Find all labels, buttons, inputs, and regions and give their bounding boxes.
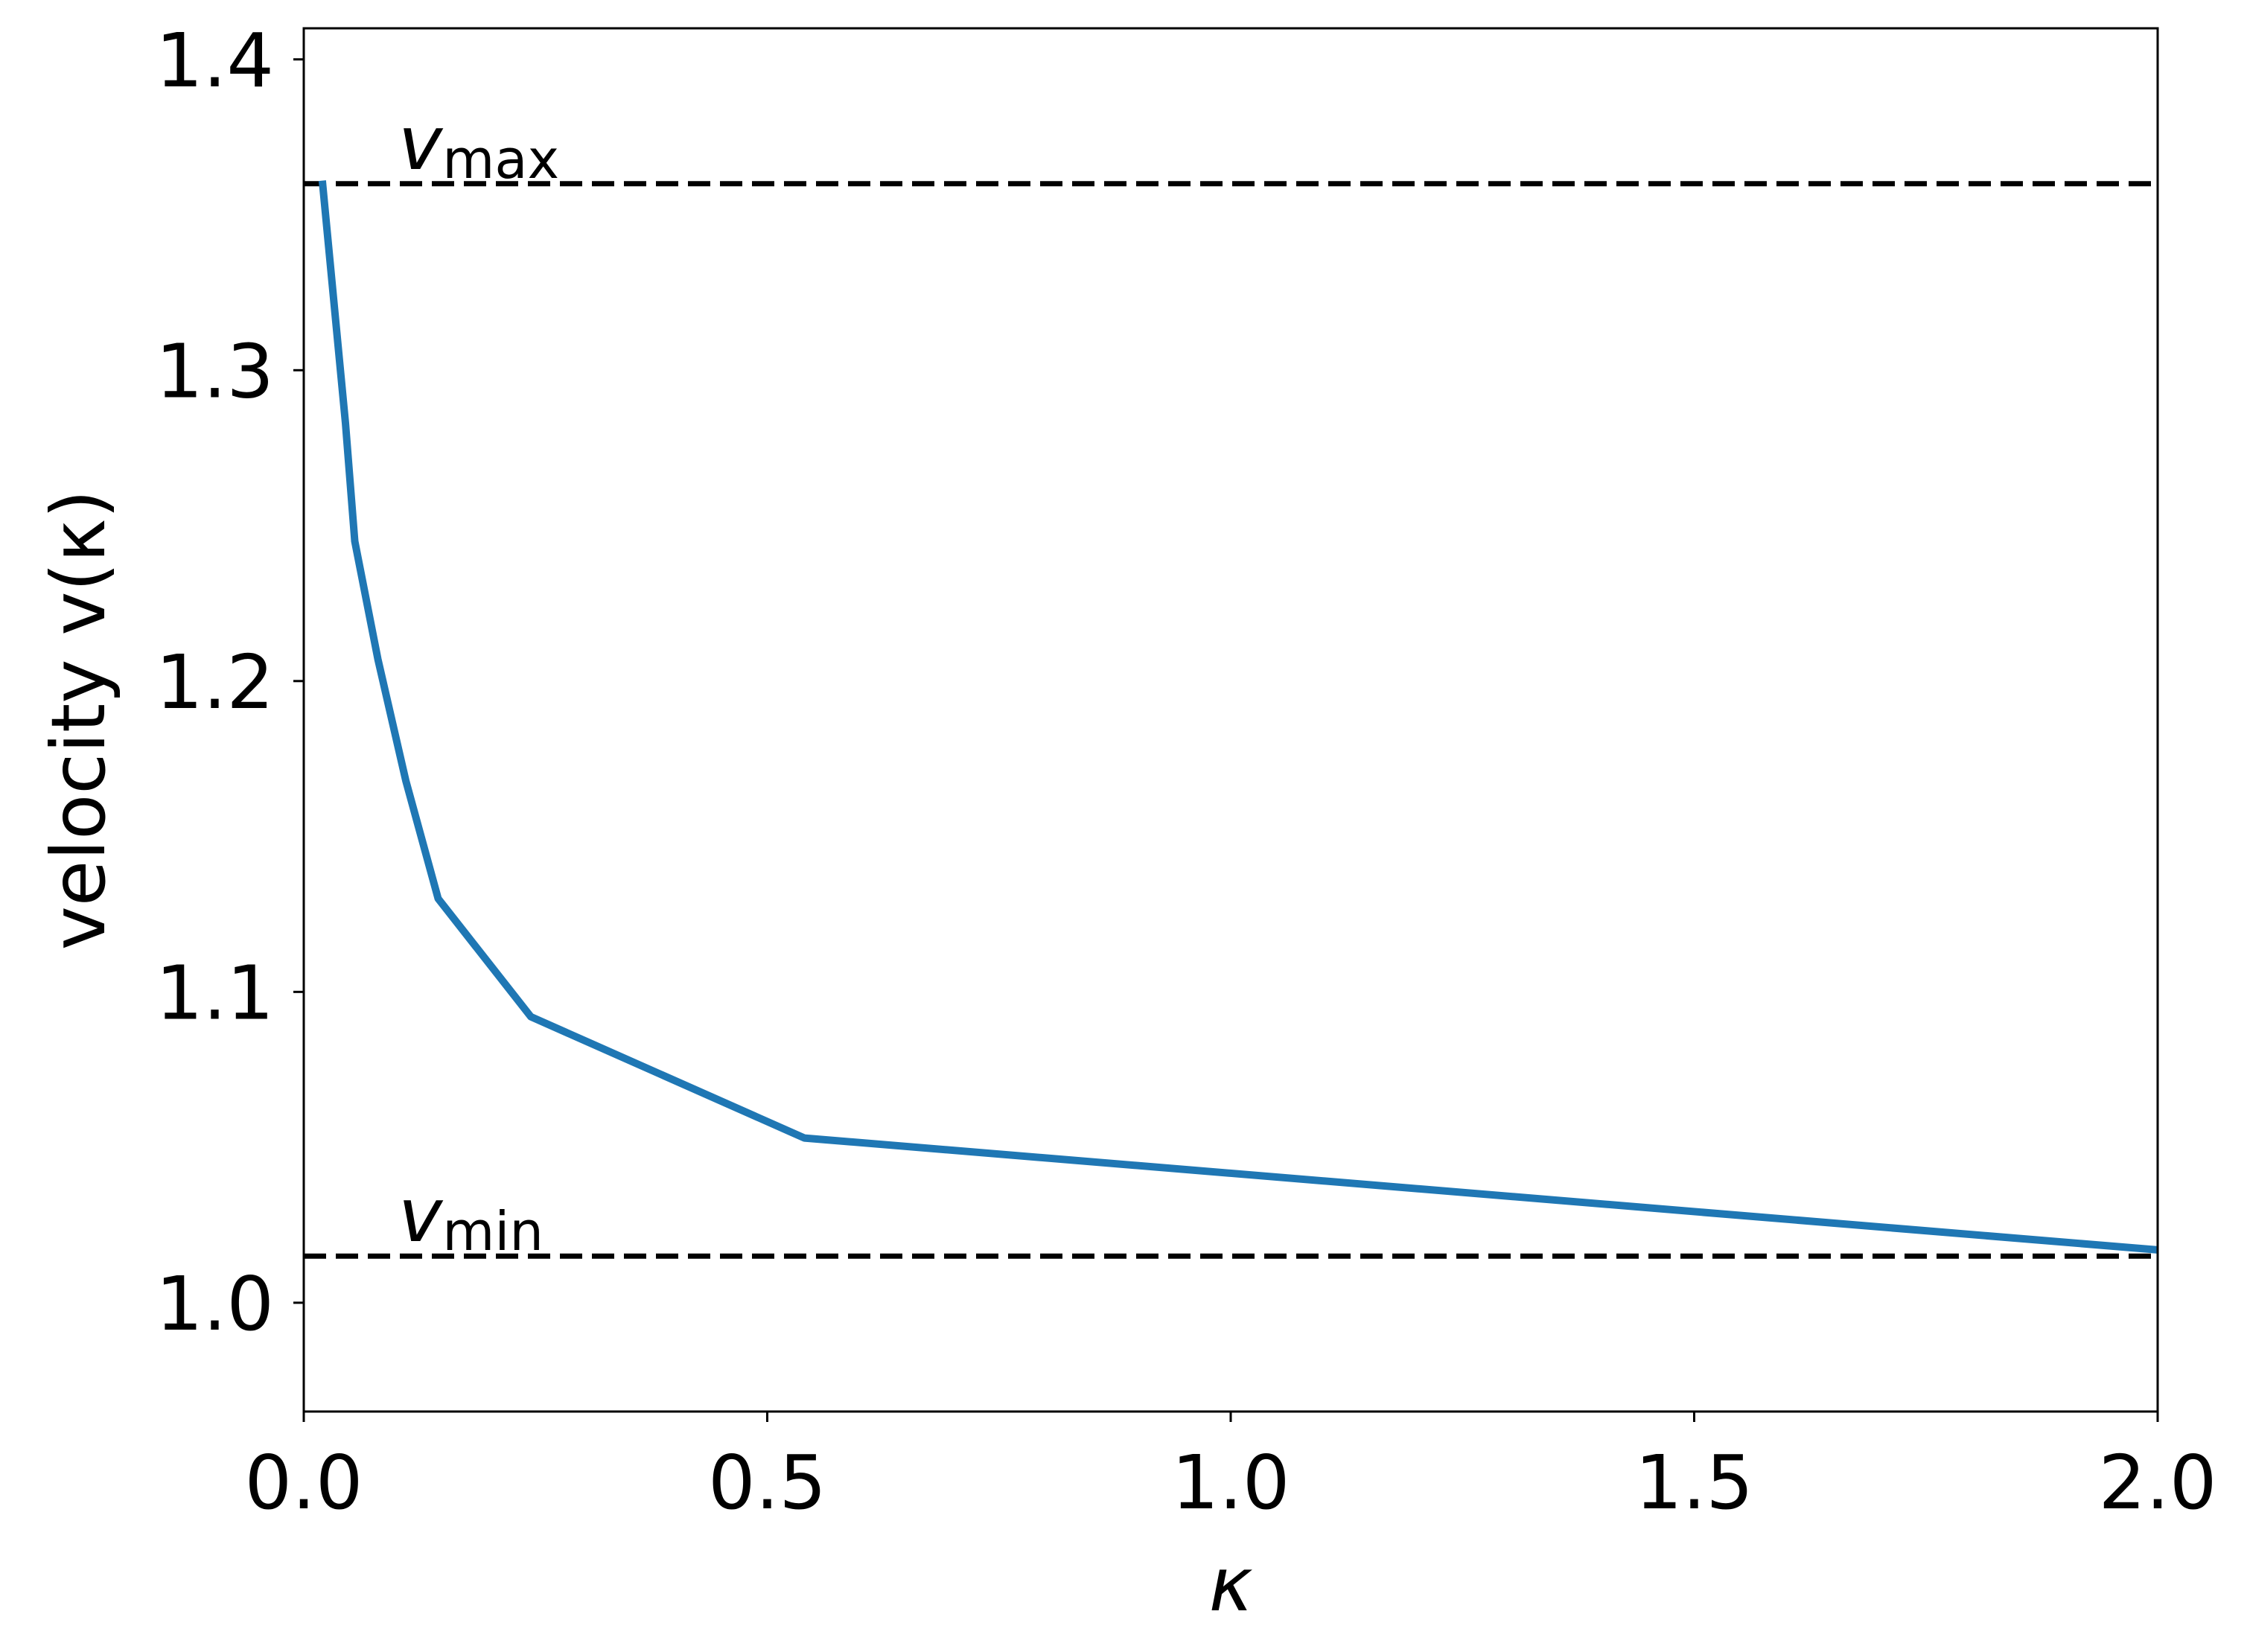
series-line-0 bbox=[318, 180, 2158, 1254]
x-tick-label: 2.0 bbox=[2098, 1439, 2216, 1526]
x-tick-label: 0.5 bbox=[708, 1439, 826, 1526]
x-axis-label: κ bbox=[1209, 1541, 1253, 1628]
x-tick-label: 1.0 bbox=[1171, 1439, 1290, 1526]
y-tick-label: 1.3 bbox=[156, 328, 274, 415]
plot-marks bbox=[304, 180, 2158, 1259]
y-axis-label: velocity v(κ) bbox=[35, 490, 122, 951]
y-tick-label: 1.4 bbox=[156, 17, 274, 104]
x-tick-label: 0.0 bbox=[244, 1439, 363, 1526]
axis-ticks: 0.0 0.5 1.0 1.5 2.0 1.0 1.1 1.2 1.3 1.4 bbox=[156, 17, 2217, 1526]
reference-label-max: vmax bbox=[398, 100, 559, 191]
y-tick-label: 1.1 bbox=[156, 949, 274, 1036]
y-tick-label: 1.2 bbox=[156, 639, 274, 726]
x-tick-label: 1.5 bbox=[1635, 1439, 1753, 1526]
reference-labels: vmax vmin bbox=[398, 100, 559, 1263]
reference-label-min: vmin bbox=[398, 1172, 544, 1263]
y-tick-label: 1.0 bbox=[156, 1260, 274, 1348]
